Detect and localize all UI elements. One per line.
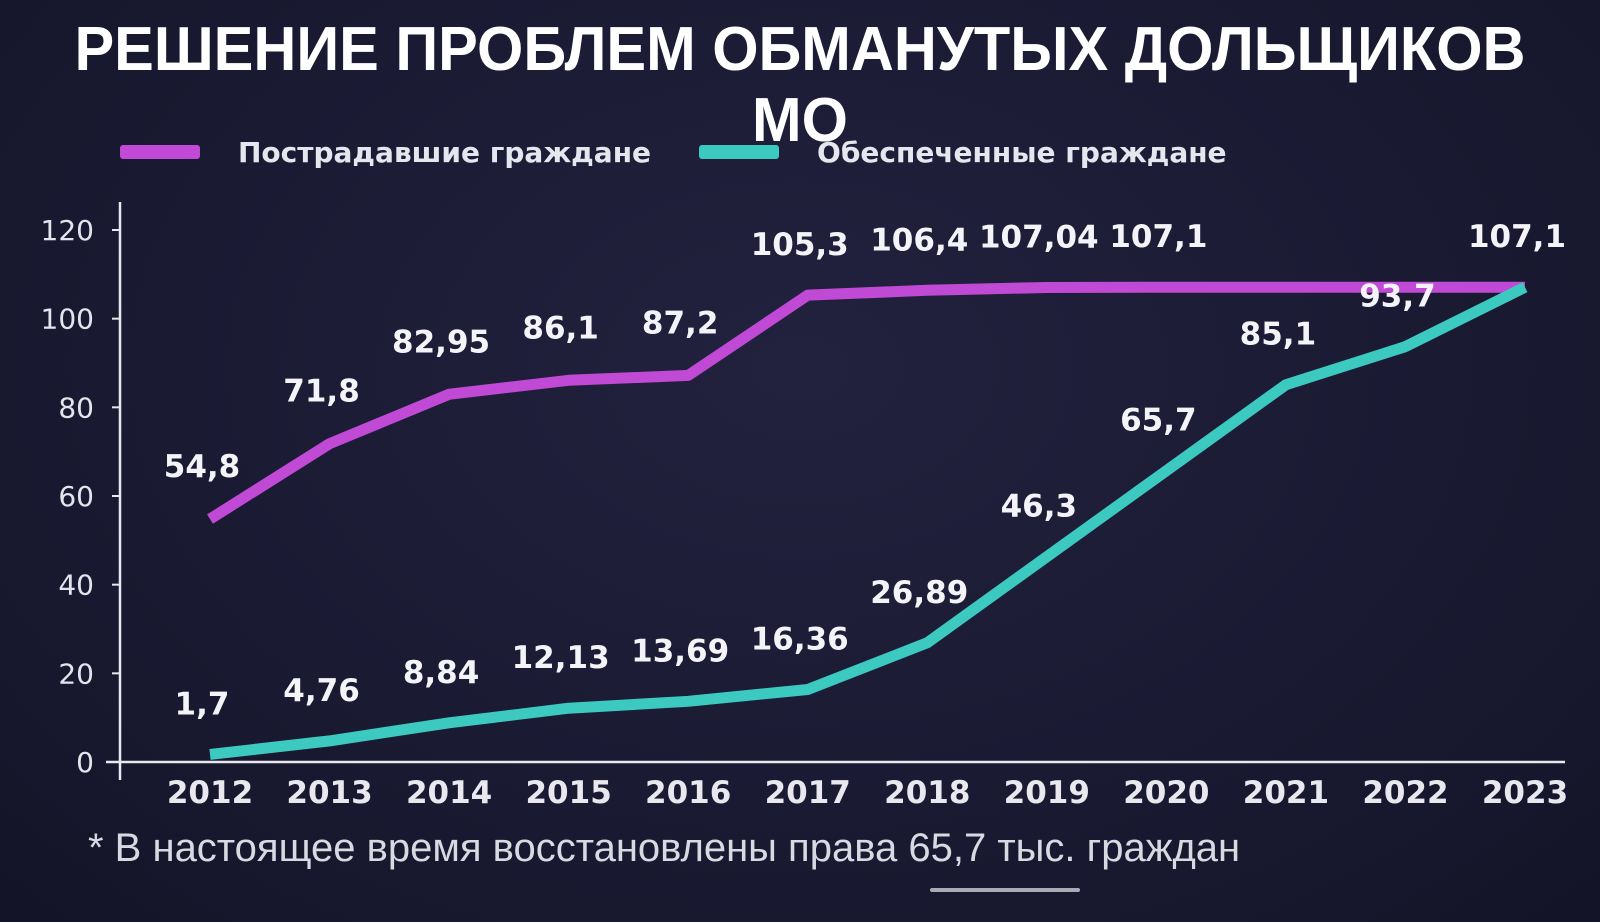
y-tick-label: 80 (58, 391, 94, 424)
y-tick-label: 60 (58, 480, 94, 513)
data-label-affected: 106,4 (870, 222, 968, 258)
data-label-provided: 65,7 (1120, 403, 1197, 439)
footnote-underline (930, 888, 1080, 892)
x-tick-label: 2012 (167, 775, 253, 811)
y-tick-label: 40 (58, 569, 94, 602)
data-label-affected: 107,04 (979, 219, 1099, 255)
data-label-affected: 107,1 (1109, 219, 1207, 255)
x-tick-label: 2017 (765, 775, 851, 811)
data-label-provided: 85,1 (1240, 317, 1317, 353)
data-label-provided: 12,13 (512, 640, 610, 676)
legend-label-affected: Пострадавшие граждане (238, 135, 652, 169)
data-label-affected: 71,8 (283, 374, 360, 410)
x-tick-label: 2019 (1004, 775, 1090, 811)
data-label-affected: 87,2 (642, 305, 719, 341)
footnote: * В настоящее время восстановлены права … (88, 826, 1241, 870)
x-tick-label: 2016 (645, 775, 731, 811)
x-tick-label: 2018 (884, 775, 970, 811)
x-tick-label: 2020 (1123, 775, 1209, 811)
legend-swatch-provided (699, 145, 780, 159)
data-label-affected: 107,1 (1468, 219, 1566, 255)
series-line-affected (207, 281, 1525, 524)
series-line-provided (209, 282, 1528, 760)
x-tick-label: 2021 (1243, 775, 1329, 811)
x-tick-label: 2015 (525, 775, 611, 811)
x-tick-label: 2022 (1362, 775, 1448, 811)
data-label-provided: 4,76 (283, 673, 360, 709)
legend-label-provided: Обеспеченные граждане (817, 135, 1227, 169)
data-label-provided: 26,89 (870, 575, 968, 611)
y-tick-label: 120 (41, 214, 94, 247)
data-label-provided: 46,3 (1001, 489, 1078, 525)
data-label-provided: 8,84 (403, 655, 480, 691)
data-label-provided: 1,7 (175, 686, 230, 722)
legend: Пострадавшие граждане Обеспеченные гражд… (120, 132, 1275, 172)
legend-item-provided: Обеспеченные граждане (699, 136, 1227, 169)
chart-title: РЕШЕНИЕ ПРОБЛЕМ ОБМАНУТЫХ ДОЛЬЩИКОВ МО (74, 15, 1526, 155)
data-label-affected: 86,1 (522, 310, 599, 346)
data-label-affected: 82,95 (392, 324, 490, 360)
x-tick-label: 2023 (1482, 775, 1568, 811)
data-label-affected: 105,3 (751, 227, 849, 263)
legend-item-affected: Пострадавшие граждане (120, 136, 651, 169)
x-tick-label: 2013 (286, 775, 372, 811)
data-label-provided: 13,69 (631, 633, 729, 669)
legend-swatch-affected (120, 145, 200, 159)
data-label-affected: 54,8 (164, 449, 241, 485)
x-tick-label: 2014 (406, 775, 492, 811)
data-label-provided: 16,36 (751, 621, 849, 657)
y-tick-label: 20 (58, 657, 94, 690)
y-tick-label: 0 (76, 746, 94, 779)
data-label-provided: 93,7 (1359, 279, 1436, 315)
y-tick-label: 100 (41, 303, 94, 336)
